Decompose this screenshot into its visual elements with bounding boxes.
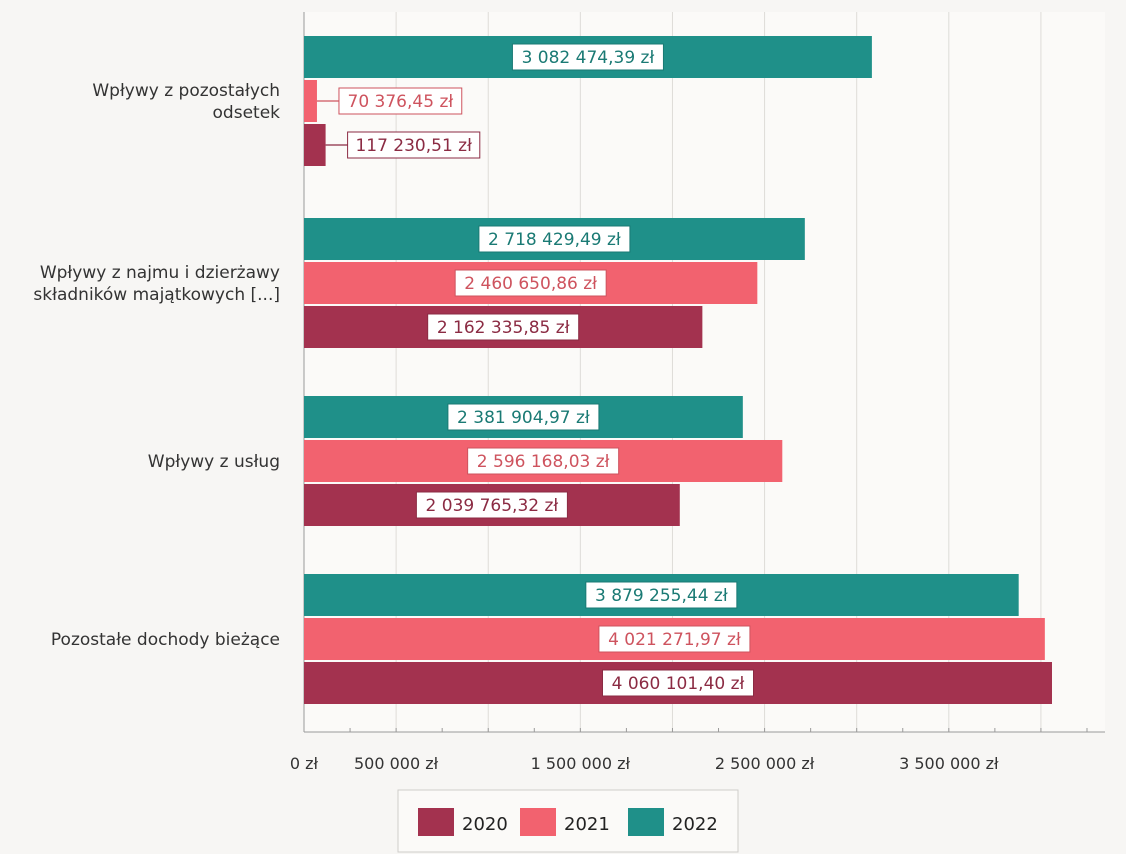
data-label-box — [478, 225, 631, 253]
legend-label-2020: 2020 — [462, 814, 508, 835]
x-tick-labels: 0 zł 500 000 zł 1 500 000 zł 2 500 000 zł 3 … — [290, 754, 999, 773]
data-label: 117 230,51 zł — [355, 136, 472, 156]
data-label: 2 460 650,86 zł — [464, 274, 597, 294]
data-label: 2 162 335,85 zł — [437, 318, 570, 338]
legend-label-2022: 2022 — [672, 814, 718, 835]
category-label: Wpływy z usług — [148, 452, 280, 472]
legend-swatch-2020 — [418, 808, 454, 836]
bar-2021-1 — [304, 80, 317, 122]
category-label: Pozostałe dochody bieżące — [51, 630, 280, 650]
data-label: 70 376,45 zł — [348, 92, 454, 112]
data-label: 2 381 904,97 zł — [457, 408, 590, 428]
data-label-box — [427, 313, 580, 341]
data-label-box — [338, 87, 463, 115]
category-label: odsetek — [213, 103, 281, 123]
data-label: 2 596 168,03 zł — [477, 452, 610, 472]
category-label: Wpływy z najmu i dzierżawy — [40, 263, 280, 283]
data-label-box — [415, 491, 568, 519]
data-label: 3 879 255,44 zł — [595, 586, 728, 606]
data-label: 4 021 271,97 zł — [608, 630, 741, 650]
data-label-box — [454, 269, 607, 297]
bar-2020-1 — [304, 124, 326, 166]
data-label-box — [602, 669, 754, 697]
x-tick-label: 2 500 000 zł — [715, 754, 815, 773]
legend: 2020 2021 2022 — [397, 789, 739, 853]
legend-box — [397, 789, 739, 853]
x-tick-label: 0 zł — [290, 754, 319, 773]
legend-swatch-2021 — [520, 808, 556, 836]
data-label-box — [347, 131, 481, 159]
data-label-box — [598, 625, 751, 653]
data-label: 2 039 765,32 zł — [426, 496, 559, 516]
data-label-box — [447, 403, 600, 431]
data-label-box — [467, 447, 620, 475]
x-tick-label: 1 500 000 zł — [531, 754, 631, 773]
data-label: 4 060 101,40 zł — [612, 674, 745, 694]
data-label: 2 718 429,49 zł — [488, 230, 621, 250]
data-label-box — [585, 581, 738, 609]
x-tick-label: 3 500 000 zł — [899, 754, 999, 773]
category-label: składników majątkowych [...] — [33, 285, 280, 305]
legend-swatch-2022 — [628, 808, 664, 836]
x-tick-label: 500 000 zł — [354, 754, 439, 773]
category-label: Wpływy z pozostałych — [92, 81, 280, 101]
data-label-box — [511, 43, 664, 71]
data-label: 3 082 474,39 zł — [522, 48, 655, 68]
data-labels: 3 082 474,39 zł 70 376,45 zł 117 230,51 zł… — [316, 43, 754, 697]
legend-label-2021: 2021 — [564, 814, 610, 835]
